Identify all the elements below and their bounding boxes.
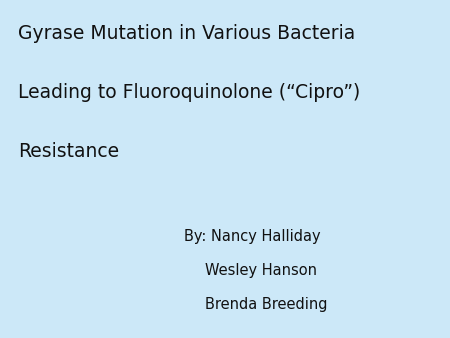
Text: Wesley Hanson: Wesley Hanson — [205, 263, 317, 278]
Text: Leading to Fluoroquinolone (“Cipro”): Leading to Fluoroquinolone (“Cipro”) — [18, 83, 360, 102]
Text: Brenda Breeding: Brenda Breeding — [205, 297, 327, 312]
Text: Gyrase Mutation in Various Bacteria: Gyrase Mutation in Various Bacteria — [18, 24, 355, 43]
Text: Resistance: Resistance — [18, 142, 119, 161]
Text: By: Nancy Halliday: By: Nancy Halliday — [184, 229, 321, 244]
